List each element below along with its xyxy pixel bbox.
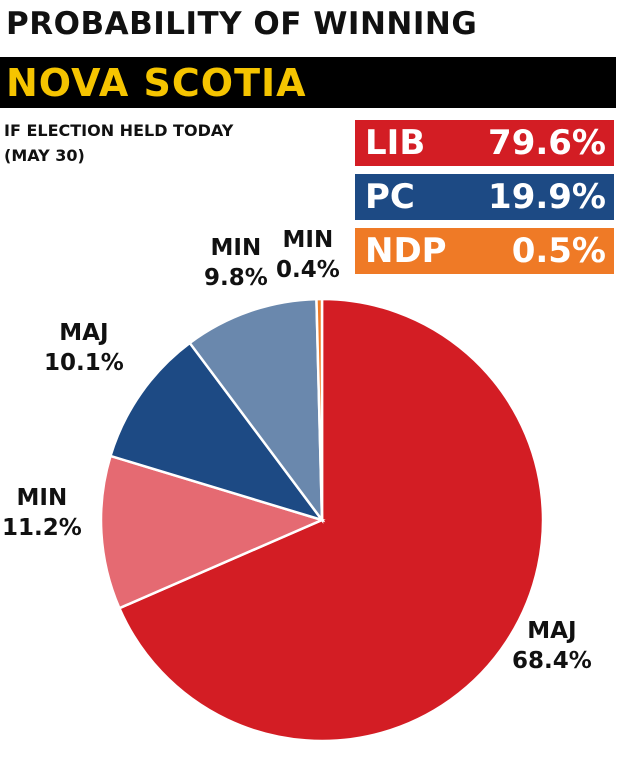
slice-lib-min (99, 454, 326, 610)
slice-label-pc-maj-outcome: MAJ (59, 320, 109, 346)
slice-label-pc-maj-value: 10.1% (44, 350, 124, 376)
slice-label-lib-min-outcome: MIN (16, 485, 68, 511)
slice-label-lib-min: MIN 11.2% (2, 483, 82, 543)
legend-pc-party: PC (365, 177, 415, 217)
chart-subtitle: IF ELECTION HELD TODAY (MAY 30) (4, 118, 233, 168)
legend-pc-value: 19.9% (488, 177, 606, 217)
legend-lib-party: LIB (365, 123, 426, 163)
slice-label-ndp-min-value: 0.4% (276, 257, 340, 283)
slice-pc-min (187, 297, 324, 524)
slice-label-lib-min-value: 11.2% (2, 515, 82, 541)
legend-pc: PC 19.9% (355, 174, 614, 220)
slice-label-lib-maj-value: 68.4% (512, 648, 592, 674)
slice-pc-maj (108, 341, 326, 523)
slice-label-ndp-min-outcome: MIN (282, 227, 334, 253)
legend-lib: LIB 79.6% (355, 120, 614, 166)
slice-label-pc-min: MIN 9.8% (204, 233, 268, 293)
region-name: NOVA SCOTIA (6, 61, 307, 105)
slice-label-pc-maj: MAJ 10.1% (44, 318, 124, 378)
slice-label-lib-maj-outcome: MAJ (527, 618, 577, 644)
legend-lib-value: 79.6% (488, 123, 606, 163)
slice-label-ndp-min: MIN 0.4% (276, 225, 340, 285)
subtitle-line-2: (MAY 30) (4, 146, 85, 165)
slice-label-pc-min-outcome: MIN (210, 235, 262, 261)
slice-label-lib-maj: MAJ 68.4% (512, 616, 592, 676)
slice-label-pc-min-value: 9.8% (204, 265, 268, 291)
legend-ndp: NDP 0.5% (355, 228, 614, 274)
slice-lib-maj (117, 297, 545, 743)
region-banner: NOVA SCOTIA (0, 57, 616, 108)
subtitle-line-1: IF ELECTION HELD TODAY (4, 121, 234, 140)
legend-ndp-party: NDP (365, 231, 447, 271)
chart-title: PROBABILITY OF WINNING (6, 6, 478, 42)
legend-ndp-value: 0.5% (511, 231, 606, 271)
slice-ndp-min (315, 297, 324, 521)
